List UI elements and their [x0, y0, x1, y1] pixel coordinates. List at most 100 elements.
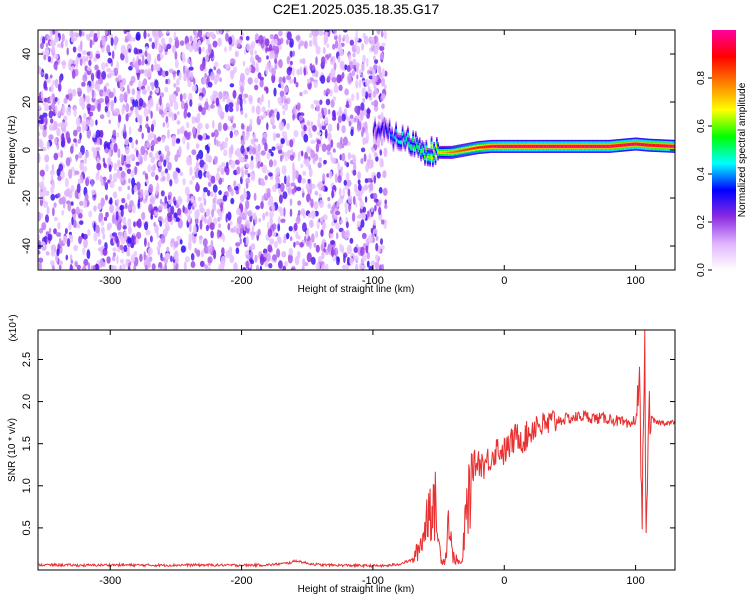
noise-speckle [190, 253, 195, 261]
ridge-segment [538, 145, 541, 148]
ridge-segment [506, 145, 509, 148]
noise-speckle [142, 88, 147, 95]
noise-speckle [306, 121, 311, 126]
ridge-segment [395, 129, 397, 132]
snr-y-multiplier: (x10⁴) [8, 314, 19, 341]
noise-speckle [245, 131, 250, 138]
ridge-segment [428, 155, 430, 159]
noise-speckle [362, 206, 366, 213]
noise-speckle [289, 60, 293, 66]
ridge-segment [495, 145, 497, 148]
noise-speckle [359, 262, 363, 270]
noise-speckle [354, 255, 359, 263]
ridge-segment [554, 145, 556, 148]
ridge-segment [626, 144, 629, 146]
ridge-segment [375, 134, 378, 137]
noise-speckle [38, 250, 41, 255]
noise-speckle [74, 170, 80, 175]
noise-speckle [353, 162, 357, 173]
noise-speckle [81, 81, 86, 87]
noise-speckle [221, 162, 226, 168]
noise-speckle [367, 159, 373, 169]
noise-speckle [179, 171, 184, 177]
noise-speckle [156, 232, 160, 239]
noise-speckle [72, 46, 77, 53]
noise-speckle [159, 53, 164, 60]
ridge-segment [625, 144, 627, 146]
noise-speckle [129, 80, 134, 86]
ridge-segment [663, 145, 665, 147]
ridge-segment [372, 130, 375, 133]
noise-speckle [128, 65, 133, 71]
noise-speckle [176, 111, 180, 116]
noise-speckle [247, 209, 253, 217]
noise-speckle [327, 132, 332, 142]
noise-speckle [377, 138, 380, 149]
ridge-segment [404, 141, 407, 144]
noise-speckle [219, 77, 222, 82]
noise-speckle [38, 228, 44, 234]
noise-speckle [204, 101, 209, 110]
ridge-segment [471, 147, 474, 150]
noise-speckle [267, 244, 273, 253]
ridge-segment [523, 145, 526, 148]
noise-speckle [119, 166, 123, 171]
noise-speckle [271, 146, 276, 151]
noise-speckle [361, 130, 364, 138]
noise-speckle [57, 110, 61, 117]
noise-speckle [335, 232, 339, 240]
noise-speckle [267, 99, 271, 109]
noise-speckle [275, 133, 281, 139]
ridge-segment [433, 149, 436, 153]
noise-speckle [357, 121, 362, 130]
noise-speckle [79, 200, 84, 206]
ridge-segment [602, 145, 605, 148]
ridge-segment [669, 145, 672, 147]
noise-speckle [93, 232, 98, 242]
ridge-segment [623, 144, 626, 146]
noise-speckle [244, 154, 249, 160]
noise-speckle [66, 238, 71, 247]
noise-speckle [313, 100, 319, 105]
noise-speckle [123, 123, 127, 134]
noise-speckle [256, 264, 259, 270]
noise-speckle [168, 37, 173, 44]
noise-speckle [318, 30, 324, 36]
noise-speckle [245, 163, 250, 168]
noise-speckle [346, 256, 351, 266]
snr-x-tick-label: 100 [626, 575, 644, 587]
noise-speckle [102, 157, 106, 163]
noise-speckle [259, 80, 264, 88]
noise-speckle [297, 209, 301, 216]
noise-speckle [86, 119, 90, 125]
spectrogram-y-tick-label: -40 [21, 238, 33, 254]
ridge-segment [429, 156, 432, 159]
noise-speckle [121, 153, 124, 164]
noise-speckle [73, 108, 77, 118]
ridge-segment [484, 146, 487, 148]
noise-speckle [150, 145, 154, 152]
noise-speckle [162, 122, 166, 128]
noise-speckle [159, 155, 163, 163]
noise-speckle [167, 215, 173, 223]
noise-speckle [279, 154, 283, 162]
noise-speckle [289, 50, 293, 58]
ridge-segment [409, 146, 412, 149]
noise-speckle [70, 201, 74, 206]
noise-speckle [147, 85, 150, 92]
noise-speckle [273, 38, 278, 46]
noise-speckle [169, 179, 173, 187]
ridge-segment [435, 145, 438, 148]
noise-speckle [286, 39, 289, 45]
noise-speckle [190, 261, 196, 268]
noise-speckle [357, 179, 361, 185]
noise-speckle [152, 163, 157, 171]
ridge-segment [640, 143, 643, 146]
noise-speckle [88, 210, 93, 218]
noise-speckle [340, 136, 343, 145]
noise-speckle [210, 175, 216, 184]
ridge-segment [414, 139, 417, 142]
ridge-segment [477, 146, 480, 149]
noise-speckle [215, 30, 220, 35]
noise-speckle [197, 196, 202, 202]
